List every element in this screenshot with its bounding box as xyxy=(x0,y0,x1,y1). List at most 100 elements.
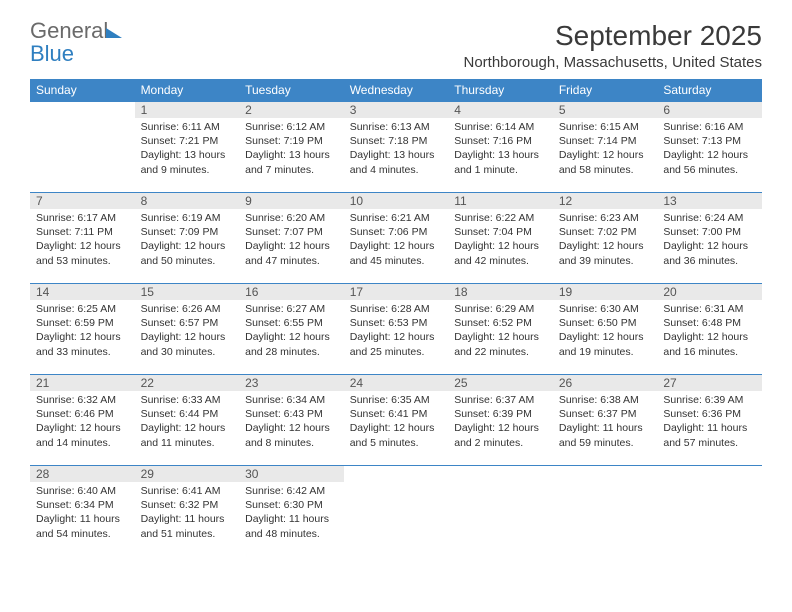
day-number-cell: 27 xyxy=(657,375,762,392)
sunset-text: Sunset: 6:59 PM xyxy=(36,316,129,330)
daylight-text: Daylight: 12 hours and 19 minutes. xyxy=(559,330,652,358)
day-number-cell: 10 xyxy=(344,193,449,210)
day-content-cell: Sunrise: 6:19 AMSunset: 7:09 PMDaylight:… xyxy=(135,209,240,284)
day-number-cell: 19 xyxy=(553,284,658,301)
content-row: Sunrise: 6:11 AMSunset: 7:21 PMDaylight:… xyxy=(30,118,762,193)
daynum-row: 78910111213 xyxy=(30,193,762,210)
day-number-cell: 8 xyxy=(135,193,240,210)
day-number: 12 xyxy=(559,194,572,208)
sunrise-text: Sunrise: 6:34 AM xyxy=(245,393,338,407)
title-block: September 2025 Northborough, Massachuset… xyxy=(464,20,763,71)
calendar-page: General Blue September 2025 Northborough… xyxy=(0,0,792,576)
daylight-text: Daylight: 11 hours and 51 minutes. xyxy=(141,512,234,540)
sunset-text: Sunset: 6:44 PM xyxy=(141,407,234,421)
weekday-header: Sunday xyxy=(30,79,135,102)
day-content-cell: Sunrise: 6:35 AMSunset: 6:41 PMDaylight:… xyxy=(344,391,449,466)
daylight-text: Daylight: 12 hours and 2 minutes. xyxy=(454,421,547,449)
weekday-header: Friday xyxy=(553,79,658,102)
daylight-text: Daylight: 12 hours and 16 minutes. xyxy=(663,330,756,358)
day-content-cell xyxy=(553,482,658,556)
day-content-cell: Sunrise: 6:30 AMSunset: 6:50 PMDaylight:… xyxy=(553,300,658,375)
daylight-text: Daylight: 12 hours and 30 minutes. xyxy=(141,330,234,358)
day-number-cell xyxy=(344,466,449,483)
sunset-text: Sunset: 7:13 PM xyxy=(663,134,756,148)
daylight-text: Daylight: 12 hours and 58 minutes. xyxy=(559,148,652,176)
month-title: September 2025 xyxy=(464,20,763,52)
sunrise-text: Sunrise: 6:17 AM xyxy=(36,211,129,225)
sunrise-text: Sunrise: 6:13 AM xyxy=(350,120,443,134)
sunset-text: Sunset: 7:00 PM xyxy=(663,225,756,239)
daylight-text: Daylight: 13 hours and 1 minute. xyxy=(454,148,547,176)
day-content-cell: Sunrise: 6:17 AMSunset: 7:11 PMDaylight:… xyxy=(30,209,135,284)
day-content-cell: Sunrise: 6:34 AMSunset: 6:43 PMDaylight:… xyxy=(239,391,344,466)
daylight-text: Daylight: 12 hours and 5 minutes. xyxy=(350,421,443,449)
daylight-text: Daylight: 11 hours and 59 minutes. xyxy=(559,421,652,449)
day-number: 27 xyxy=(663,376,676,390)
day-content-cell xyxy=(448,482,553,556)
sunrise-text: Sunrise: 6:30 AM xyxy=(559,302,652,316)
day-content-cell: Sunrise: 6:29 AMSunset: 6:52 PMDaylight:… xyxy=(448,300,553,375)
day-number-cell: 23 xyxy=(239,375,344,392)
daylight-text: Daylight: 12 hours and 33 minutes. xyxy=(36,330,129,358)
day-number: 20 xyxy=(663,285,676,299)
sunset-text: Sunset: 6:48 PM xyxy=(663,316,756,330)
sunrise-text: Sunrise: 6:38 AM xyxy=(559,393,652,407)
day-number-cell: 3 xyxy=(344,102,449,119)
sunset-text: Sunset: 7:19 PM xyxy=(245,134,338,148)
day-content-cell: Sunrise: 6:32 AMSunset: 6:46 PMDaylight:… xyxy=(30,391,135,466)
day-number: 21 xyxy=(36,376,49,390)
day-number-cell xyxy=(553,466,658,483)
day-content-cell xyxy=(657,482,762,556)
sunrise-text: Sunrise: 6:39 AM xyxy=(663,393,756,407)
logo: General Blue xyxy=(30,20,122,66)
day-number: 26 xyxy=(559,376,572,390)
sunset-text: Sunset: 7:06 PM xyxy=(350,225,443,239)
sunrise-text: Sunrise: 6:21 AM xyxy=(350,211,443,225)
day-number-cell: 18 xyxy=(448,284,553,301)
location-text: Northborough, Massachusetts, United Stat… xyxy=(464,54,763,71)
day-number-cell: 5 xyxy=(553,102,658,119)
sunrise-text: Sunrise: 6:14 AM xyxy=(454,120,547,134)
day-number-cell: 7 xyxy=(30,193,135,210)
sunset-text: Sunset: 6:57 PM xyxy=(141,316,234,330)
day-content-cell: Sunrise: 6:37 AMSunset: 6:39 PMDaylight:… xyxy=(448,391,553,466)
day-number-cell: 1 xyxy=(135,102,240,119)
day-number: 14 xyxy=(36,285,49,299)
day-number: 6 xyxy=(663,103,670,117)
day-content-cell: Sunrise: 6:15 AMSunset: 7:14 PMDaylight:… xyxy=(553,118,658,193)
day-number: 17 xyxy=(350,285,363,299)
content-row: Sunrise: 6:40 AMSunset: 6:34 PMDaylight:… xyxy=(30,482,762,556)
sunrise-text: Sunrise: 6:32 AM xyxy=(36,393,129,407)
daylight-text: Daylight: 12 hours and 47 minutes. xyxy=(245,239,338,267)
day-content-cell: Sunrise: 6:11 AMSunset: 7:21 PMDaylight:… xyxy=(135,118,240,193)
daylight-text: Daylight: 12 hours and 42 minutes. xyxy=(454,239,547,267)
day-number-cell: 29 xyxy=(135,466,240,483)
day-number: 18 xyxy=(454,285,467,299)
day-number: 8 xyxy=(141,194,148,208)
daylight-text: Daylight: 12 hours and 11 minutes. xyxy=(141,421,234,449)
sunrise-text: Sunrise: 6:19 AM xyxy=(141,211,234,225)
daynum-row: 14151617181920 xyxy=(30,284,762,301)
sunset-text: Sunset: 7:02 PM xyxy=(559,225,652,239)
sunset-text: Sunset: 7:18 PM xyxy=(350,134,443,148)
day-number: 5 xyxy=(559,103,566,117)
day-number-cell: 16 xyxy=(239,284,344,301)
sunrise-text: Sunrise: 6:27 AM xyxy=(245,302,338,316)
logo-text-blue: Blue xyxy=(30,41,74,66)
sunrise-text: Sunrise: 6:35 AM xyxy=(350,393,443,407)
day-number-cell: 25 xyxy=(448,375,553,392)
daylight-text: Daylight: 12 hours and 36 minutes. xyxy=(663,239,756,267)
daylight-text: Daylight: 12 hours and 22 minutes. xyxy=(454,330,547,358)
day-number-cell: 11 xyxy=(448,193,553,210)
day-number: 19 xyxy=(559,285,572,299)
daylight-text: Daylight: 11 hours and 48 minutes. xyxy=(245,512,338,540)
content-row: Sunrise: 6:25 AMSunset: 6:59 PMDaylight:… xyxy=(30,300,762,375)
day-content-cell: Sunrise: 6:20 AMSunset: 7:07 PMDaylight:… xyxy=(239,209,344,284)
weekday-header: Tuesday xyxy=(239,79,344,102)
logo-triangle-icon xyxy=(106,28,122,38)
day-content-cell: Sunrise: 6:25 AMSunset: 6:59 PMDaylight:… xyxy=(30,300,135,375)
day-content-cell: Sunrise: 6:33 AMSunset: 6:44 PMDaylight:… xyxy=(135,391,240,466)
day-content-cell: Sunrise: 6:26 AMSunset: 6:57 PMDaylight:… xyxy=(135,300,240,375)
sunset-text: Sunset: 7:11 PM xyxy=(36,225,129,239)
daylight-text: Daylight: 12 hours and 39 minutes. xyxy=(559,239,652,267)
